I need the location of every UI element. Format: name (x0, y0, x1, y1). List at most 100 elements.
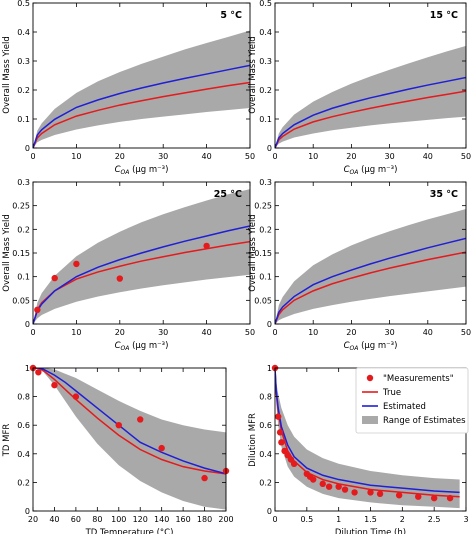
measurement-point (51, 381, 58, 389)
legend: "Measurements" True Estimated Range of E… (355, 367, 469, 434)
range-band (33, 30, 250, 148)
x-tick-label: 50 (461, 152, 471, 161)
y-tick-label: 0.2 (259, 86, 272, 95)
y-tick-label: 0.2 (17, 225, 30, 234)
x-tick-label: 40 (202, 328, 212, 337)
measurement-point (276, 429, 284, 436)
x-tick-label: 10 (308, 152, 318, 161)
x-tick-label: 40 (423, 152, 433, 161)
y-tick-label: 0.4 (17, 28, 30, 37)
temperature-annotation: 5 °C (220, 10, 242, 21)
x-tick-label: 10 (71, 152, 81, 161)
range-band (275, 368, 460, 509)
measurement-point (367, 489, 374, 496)
y-tick-label: 0.4 (259, 28, 272, 37)
series-line-estimated (33, 368, 226, 475)
x-tick-label: 80 (92, 515, 102, 524)
x-tick-label: 40 (202, 152, 212, 161)
x-tick-label: 0 (272, 515, 277, 524)
measurement-point (137, 416, 144, 423)
x-tick-label: 20 (28, 515, 38, 524)
chart-panel-3: 0 10 20 30 40 50 0 0.05 0.1 0.15 0.2 0.25 0.3 Overall… (2, 178, 255, 352)
y-tick-label: 0.8 (259, 393, 272, 402)
y-tick-label: 0.05 (12, 296, 30, 305)
x-axis-label: COA (μg m⁻³) (115, 165, 169, 176)
y-tick-label: 0.05 (254, 296, 272, 305)
measurement-point (51, 274, 58, 282)
x-tick-label: 100 (111, 515, 126, 524)
x-tick-label: 20 (115, 328, 125, 337)
x-tick-label: 30 (385, 328, 395, 337)
measurement-point (274, 413, 282, 420)
x-axis-label: TD Temperature (°C) (85, 528, 174, 534)
series-line-estimated (33, 64, 250, 148)
x-tick-label: 0.5 (300, 515, 313, 524)
temperature-annotation: 15 °C (430, 10, 458, 21)
measurement-point (201, 474, 208, 482)
x-tick-label: 50 (245, 328, 255, 337)
measurement-point (341, 486, 349, 493)
y-tick-label: 0.25 (12, 202, 30, 211)
measurement-point (35, 369, 42, 376)
y-tick-label: 0.1 (17, 115, 30, 124)
x-tick-label: 0 (30, 328, 35, 337)
y-tick-label: 0.1 (259, 273, 272, 282)
y-tick-label: 0.3 (17, 57, 30, 66)
measurement-point (430, 494, 438, 502)
x-tick-label: 120 (133, 515, 148, 524)
x-tick-label: 180 (197, 515, 212, 524)
measurement-point (34, 306, 41, 313)
x-tick-label: 0 (272, 152, 277, 161)
y-tick-label: 0 (25, 144, 30, 153)
x-tick-label: 20 (346, 152, 356, 161)
legend-label-range: Range of Estimates (383, 416, 466, 426)
measurement-point (310, 476, 317, 483)
measurement-point (72, 393, 80, 400)
measurement-point (415, 493, 422, 500)
plot-area (275, 208, 466, 324)
y-tick-label: 0 (267, 507, 272, 516)
y-tick-label: 0.4 (259, 450, 272, 459)
legend-label-estimated: Estimated (383, 402, 426, 412)
series-line-estimated (275, 368, 460, 494)
range-band (33, 189, 250, 324)
y-tick-label: 0.15 (254, 249, 272, 258)
axes-frame (32, 367, 227, 512)
measurement-point (395, 492, 403, 499)
measurement-point (73, 260, 80, 268)
x-tick-label: 3 (463, 515, 468, 524)
legend-marker-measurements (366, 374, 374, 382)
x-tick-label: 50 (461, 328, 471, 337)
measurement-point (278, 439, 285, 446)
x-axis-label: COA (μg m⁻³) (344, 341, 398, 352)
legend-frame (355, 367, 469, 434)
y-tick-label: 1 (267, 364, 272, 373)
y-tick-label: 0.5 (259, 0, 272, 8)
x-tick-label: 20 (346, 328, 356, 337)
chart-panel-4: 0 10 20 30 40 50 0 0.05 0.1 0.15 0.2 0.25 0.3 Overall… (248, 178, 471, 352)
y-tick-label: 0.3 (17, 178, 30, 187)
series-line-true (275, 90, 466, 148)
x-tick-label: 10 (71, 328, 81, 337)
x-tick-label: 40 (49, 515, 59, 524)
x-tick-label: 60 (71, 515, 81, 524)
x-tick-label: 30 (385, 152, 395, 161)
axes-frame (32, 2, 251, 149)
x-tick-label: 10 (308, 328, 318, 337)
y-axis-label: Overall Mass Yield (248, 214, 258, 291)
y-tick-label: 1 (25, 364, 30, 373)
x-tick-label: 0 (272, 328, 277, 337)
plot-area (33, 189, 250, 324)
y-tick-label: 0 (267, 144, 272, 153)
plot-area (33, 368, 226, 510)
x-tick-label: 30 (158, 328, 168, 337)
measurement-point (319, 480, 326, 488)
x-tick-label: 1.5 (364, 515, 377, 524)
measurement-point (376, 490, 384, 498)
chart-panel-1: 0 10 20 30 40 50 0 0.1 0.2 0.3 0.4 0.5 Overall Mass … (2, 0, 255, 176)
series-line-true (33, 81, 250, 148)
series-line-true (275, 251, 466, 324)
y-tick-label: 0.15 (12, 249, 30, 258)
x-tick-label: 20 (115, 152, 125, 161)
